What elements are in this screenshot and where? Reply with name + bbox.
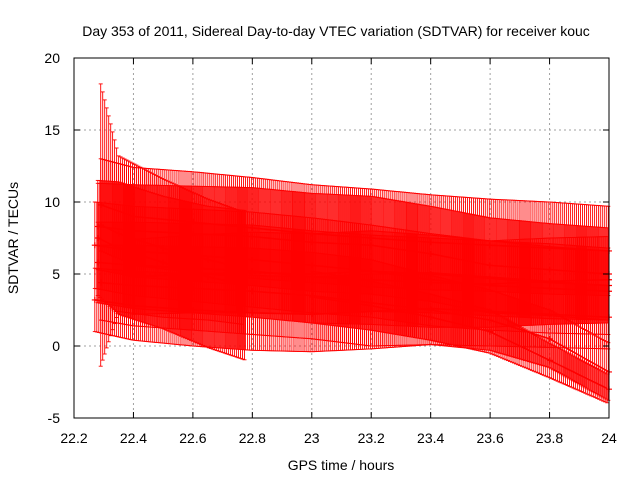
- data-point: [91, 242, 98, 249]
- data-point: [546, 335, 553, 342]
- chart-title: Day 353 of 2011, Sidereal Day-to-day VTE…: [82, 23, 590, 39]
- data-point: [94, 235, 101, 241]
- series-sv8: [97, 83, 247, 367]
- series-layer: [91, 83, 612, 404]
- data-point: [91, 296, 98, 303]
